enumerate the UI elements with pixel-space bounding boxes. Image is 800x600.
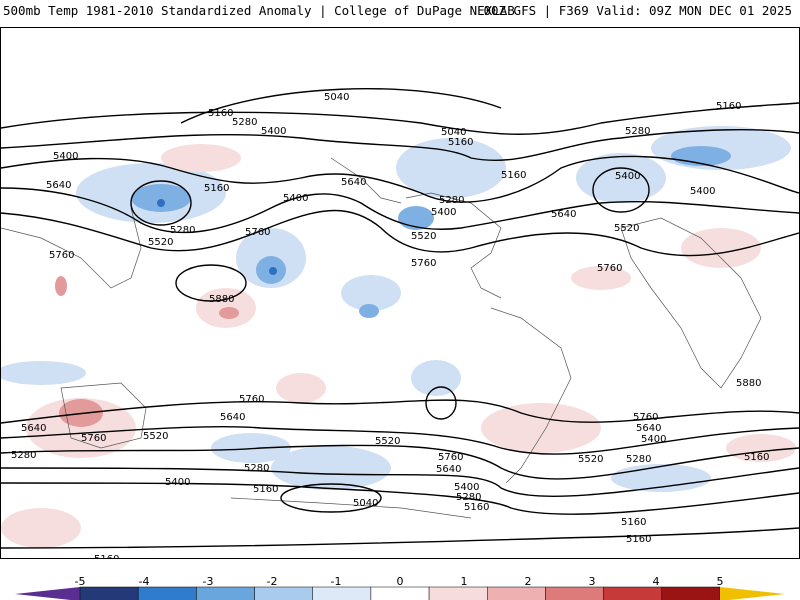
contour-label: 5520 [148,237,173,248]
colorbar-tick-label: -3 [202,575,214,588]
colorbar-segment [370,586,430,600]
contour-label: 5160 [716,101,741,112]
contour-label: 5400 [431,207,456,218]
contour-label: 5400 [641,434,666,445]
colorbar-tick-label: 1 [460,575,468,588]
contour-label: 5280 [625,126,650,137]
contour-label: 5760 [239,394,264,405]
contour-label: 5280 [11,450,36,461]
contour-label: 5280 [244,463,269,474]
contour-label: 5880 [736,378,761,389]
colorbar-segment [312,586,372,600]
colorbar-tick-label: -4 [138,575,150,588]
contour-label: 5400 [454,482,479,493]
contour-label: 5160 [204,183,229,194]
contour-label: 5760 [245,227,270,238]
contour-label: 5160 [464,502,489,513]
contour-label: 5640 [341,177,366,188]
contour-label: 5640 [220,412,245,423]
colorbar-segment [196,586,255,600]
contour-label: 5640 [551,209,576,220]
contour-label: 5880 [209,294,234,305]
map-title: 500mb Temp 1981-2010 Standardized Anomal… [3,3,515,18]
contour-label: 5280 [439,195,464,206]
cold-anomaly-max [157,199,277,275]
colorbar-tick-label: -5 [74,575,86,588]
colorbar-segment [137,586,197,600]
contour-label: 5160 [253,484,278,495]
colorbar-segment [254,586,313,600]
contour-label: 5400 [165,477,190,488]
height-contours [1,88,799,549]
contour-label: 5640 [636,423,661,434]
colorbar-segment [661,586,721,600]
contour-label: 5760 [81,433,106,444]
contour-label: 5520 [578,454,603,465]
contour-label: 5280 [170,225,195,236]
colorbar-tick-label: -2 [266,575,278,588]
contour-label: 5760 [411,258,436,269]
contour-label: 5400 [615,171,640,182]
contour-label: 5160 [626,534,651,545]
contour-label: 5520 [375,436,400,447]
anomaly-map-canvas: 5040 5160 5160 5280 5280 5400 5400 5400 … [1,88,799,558]
contour-label: 5160 [501,170,526,181]
colorbar-min-arrow [15,587,80,600]
contour-label: 5160 [744,452,769,463]
contour-label: 5760 [49,250,74,261]
contour-label: 5520 [411,231,436,242]
contour-label: 5160 [94,554,119,558]
contour-label: 5040 [353,498,378,509]
coastlines [1,157,762,519]
contour-label: 5760 [597,263,622,274]
contour-label: 5640 [46,180,71,191]
contour-label: 5280 [232,117,257,128]
contour-label: 5760 [633,412,658,423]
contour-label: 5760 [438,452,463,463]
contour-label: 5640 [21,423,46,434]
contour-label: 5520 [614,223,639,234]
colorbar-tick-label: -1 [330,575,342,588]
colorbar-segment [487,586,546,600]
contour-label: 5280 [626,454,651,465]
contour-label: 5400 [261,126,286,137]
colorbar-segment [79,586,139,600]
colorbar-tick-label: 0 [396,575,404,588]
colorbar-tick-label: 4 [652,575,660,588]
model-run-info: 00Z GFS | F369 Valid: 09Z MON DEC 01 202… [483,3,792,18]
weather-map: 5040 5160 5160 5280 5280 5400 5400 5400 … [0,27,800,559]
contour-labels: 5040 5160 5160 5280 5280 5400 5400 5400 … [11,92,769,558]
colorbar-tick-label: 5 [716,575,724,588]
contour-label: 5400 [283,193,308,204]
contour-label: 5520 [143,431,168,442]
contour-label: 5160 [448,137,473,148]
contour-label: 5640 [436,464,461,475]
colorbar-tick-label: 3 [588,575,596,588]
contour-label: 5040 [324,92,349,103]
contour-label: 5160 [621,517,646,528]
colorbar-segment [603,586,663,600]
contour-label: 5040 [441,127,466,138]
colorbar-segments [79,586,721,600]
colorbar-segment [428,586,488,600]
colorbar-max-arrow [720,587,785,600]
contour-label: 5400 [690,186,715,197]
colorbar-tick-label: 2 [524,575,532,588]
contour-label: 5400 [53,151,78,162]
colorbar-segment [545,586,604,600]
anomaly-colorbar [15,586,785,600]
contour-label: 5280 [456,492,481,503]
contour-label: 5160 [208,108,233,119]
